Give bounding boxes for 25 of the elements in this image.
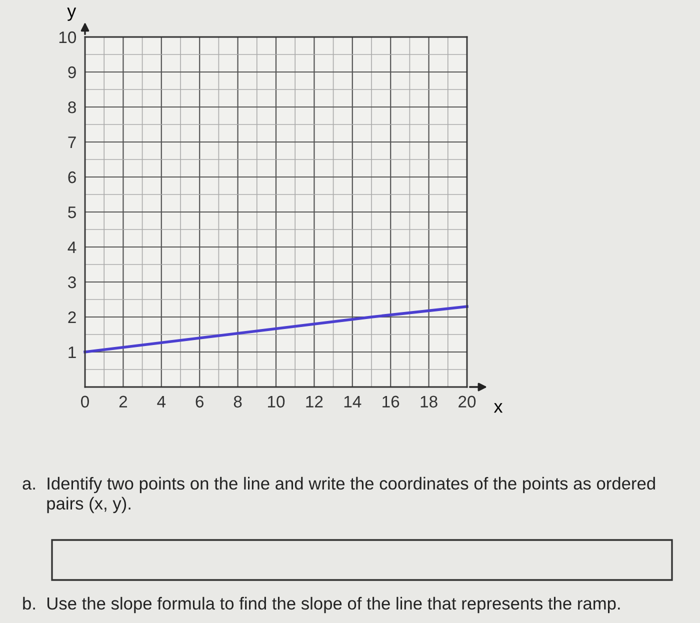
x-tick-label: 4 (157, 396, 166, 408)
y-axis-title: y (67, 8, 76, 21)
y-tick-label: 6 (68, 171, 76, 184)
x-tick-label: 16 (382, 396, 400, 408)
x-tick-label: 12 (306, 396, 323, 408)
y-tick-label: 3 (68, 276, 76, 288)
text: a. Identify two points on the line and write the coordinates of the points as ordered pairs (x, y). (22, 476, 655, 514)
y-tick-label: 2 (68, 311, 76, 324)
x-tick-label: 2 (119, 396, 127, 408)
y-tick-label: 10 (59, 31, 76, 44)
x-tick-label: 20 (458, 396, 476, 408)
x-tick-label: 14 (344, 396, 362, 408)
x-tick-label: 6 (196, 396, 204, 408)
x-tick-label: 10 (268, 396, 285, 408)
x-tick-label: 18 (420, 396, 438, 408)
x-tick-label: 8 (234, 396, 242, 408)
y-tick-label: 7 (68, 136, 76, 148)
y-tick-label: 1 (68, 346, 76, 358)
y-tick-label: 4 (68, 242, 76, 254)
y-tick-label: 8 (68, 101, 76, 114)
y-tick-label: 5 (68, 206, 76, 218)
text: b. Use the slope formula to find the slope of the line that represents the ramp. (23, 596, 620, 614)
y-tick-label: 9 (68, 66, 76, 78)
x-tick-label: 0 (81, 396, 89, 408)
x-axis-title: x (494, 403, 503, 413)
